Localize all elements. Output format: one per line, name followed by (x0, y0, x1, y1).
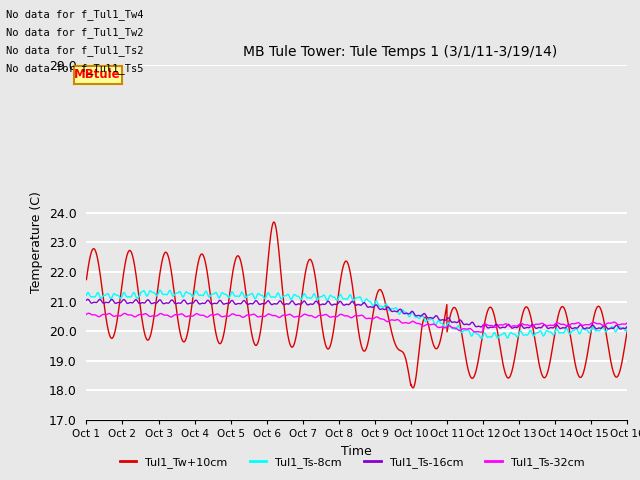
Text: No data for f_Tul1_Tw4: No data for f_Tul1_Tw4 (6, 9, 144, 20)
Y-axis label: Temperature (C): Temperature (C) (30, 192, 44, 293)
Text: No data for f_Tul1_Ts5: No data for f_Tul1_Ts5 (6, 63, 144, 74)
Title: MB Tule Tower: Tule Temps 1 (3/1/11-3/19/14): MB Tule Tower: Tule Temps 1 (3/1/11-3/19… (243, 46, 557, 60)
Text: No data for f_Tul1_Ts2: No data for f_Tul1_Ts2 (6, 45, 144, 56)
Text: MBtule: MBtule (74, 68, 121, 82)
Text: No data for f_Tul1_Tw2: No data for f_Tul1_Tw2 (6, 27, 144, 38)
X-axis label: Time: Time (341, 444, 372, 457)
Legend: Tul1_Tw+10cm, Tul1_Ts-8cm, Tul1_Ts-16cm, Tul1_Ts-32cm: Tul1_Tw+10cm, Tul1_Ts-8cm, Tul1_Ts-16cm,… (115, 452, 589, 472)
